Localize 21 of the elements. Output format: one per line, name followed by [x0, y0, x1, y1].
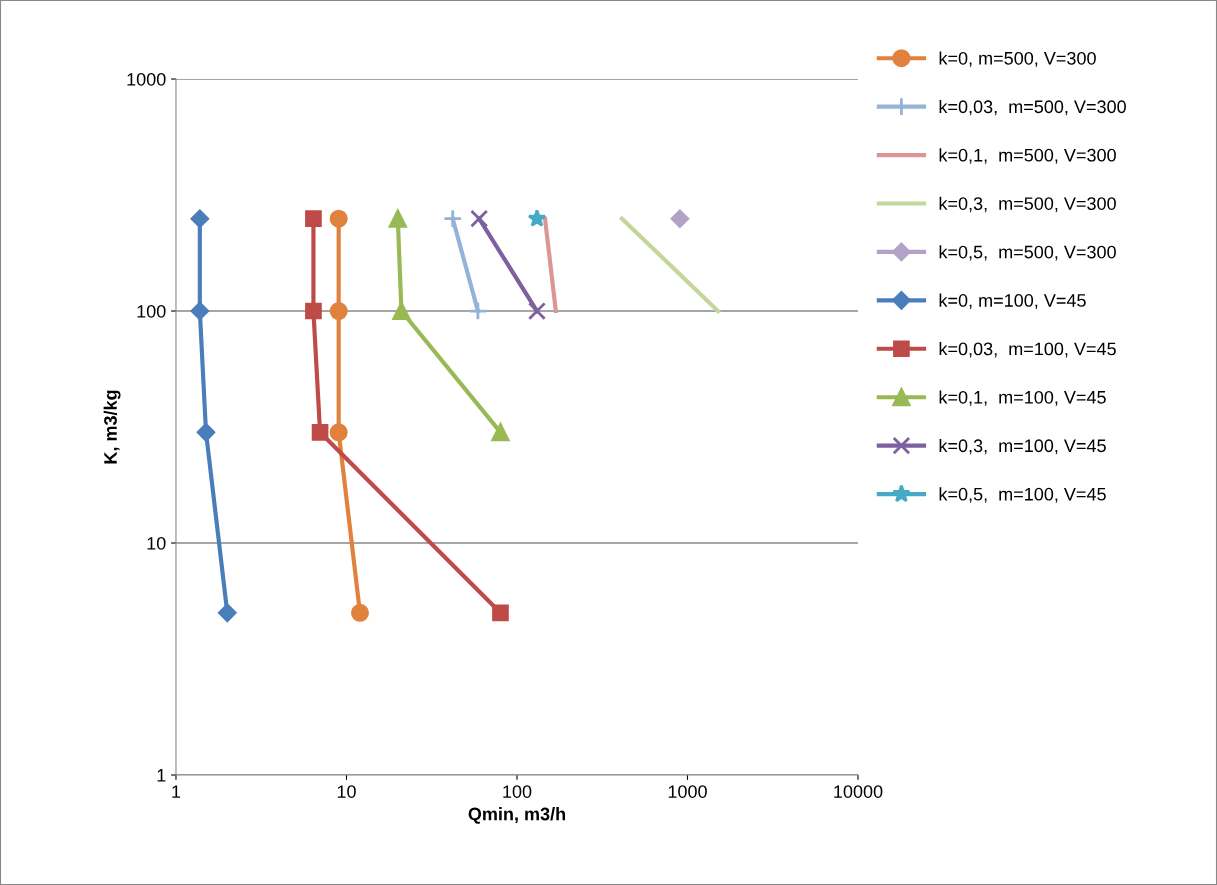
- legend-label: k=0, m=100, V=45: [939, 293, 1086, 309]
- legend-label: k=0,1, m=500, V=300: [939, 148, 1116, 164]
- legend-label: k=0,1, m=100, V=45: [939, 390, 1106, 406]
- legend-label: k=0,3, m=100, V=45: [939, 438, 1106, 455]
- y-tick-label: 100: [137, 304, 166, 318]
- x-axis-title: Qmin, m3/h: [468, 807, 566, 824]
- y-tick-label: 1000: [127, 72, 166, 86]
- legend-label: k=0, m=500, V=300: [939, 51, 1096, 67]
- legend-label: k=0,5, m=100, V=45: [939, 487, 1106, 503]
- x-tick-label: 1: [172, 785, 181, 798]
- y-tick-label: 1: [157, 769, 166, 782]
- legend-label: k=0,5, m=500, V=300: [939, 245, 1116, 261]
- legend-label: k=0,03, m=100, V=45: [939, 342, 1116, 358]
- x-tick-label: 10000: [834, 785, 883, 798]
- legend-label: k=0,3, m=500, V=300: [939, 196, 1116, 213]
- x-tick-label: 100: [503, 785, 532, 798]
- y-axis-title: K, m3/kg: [103, 390, 121, 464]
- x-tick-label: 10: [337, 785, 356, 798]
- y-tick-label: 10: [147, 536, 166, 550]
- legend-label: k=0,03, m=500, V=300: [939, 99, 1126, 116]
- x-tick-label: 1000: [668, 785, 707, 798]
